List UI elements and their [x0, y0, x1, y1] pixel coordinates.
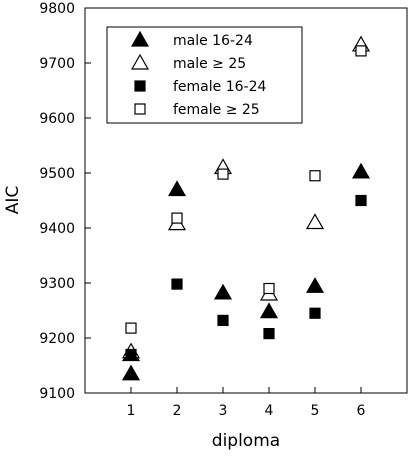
data-point [171, 278, 183, 290]
data-point [213, 283, 233, 300]
data-point [263, 328, 275, 340]
data-point [351, 162, 371, 179]
y-tick-label: 9200 [39, 331, 75, 347]
data-point [171, 212, 183, 224]
x-tick-label: 4 [265, 403, 274, 419]
data-point [305, 213, 325, 230]
legend-marker [130, 53, 150, 70]
legend-label: female ≥ 25 [173, 102, 260, 118]
x-tick-label: 6 [357, 403, 366, 419]
legend: male 16-24 male ≥ 25 female 16-24 female ≥ … [106, 26, 303, 124]
y-tick-label: 9700 [39, 56, 75, 72]
data-point [217, 314, 229, 326]
y-tick-label: 9300 [39, 276, 75, 292]
data-point [167, 180, 187, 197]
data-point [355, 194, 367, 207]
y-tick-label: 9100 [39, 386, 75, 402]
data-point [121, 364, 141, 381]
legend-marker [134, 103, 146, 115]
y-tick-label: 9600 [39, 111, 75, 127]
data-point [305, 277, 325, 293]
legend-marker [134, 80, 146, 92]
plot-frame [84, 7, 408, 394]
data-points [121, 35, 371, 381]
y-ticks: 9100 9200 9300 9400 9500 9600 9700 9800 [39, 1, 91, 402]
x-axis-title: diploma [212, 431, 280, 451]
data-point [259, 302, 279, 319]
y-tick-label: 9500 [39, 166, 75, 182]
data-point [309, 307, 321, 319]
x-tick-label: 3 [219, 403, 228, 419]
x-tick-label: 5 [311, 403, 320, 419]
y-axis-title: AIC [3, 186, 23, 215]
y-tick-label: 9800 [39, 1, 75, 17]
data-point [125, 348, 137, 361]
x-tick-label: 1 [127, 403, 136, 419]
legend-label: female 16-24 [173, 79, 266, 95]
x-tick-label: 2 [173, 403, 182, 419]
x-ticks: 1 2 3 4 5 6 [127, 387, 366, 419]
legend-label: male ≥ 25 [173, 56, 246, 72]
data-point [263, 282, 275, 295]
y-tick-label: 9400 [39, 221, 75, 237]
data-point [125, 322, 137, 334]
data-point [309, 170, 321, 182]
data-point [217, 168, 229, 180]
legend-marker [130, 30, 150, 47]
legend-label: male 16-24 [173, 33, 253, 49]
data-point [355, 45, 367, 57]
